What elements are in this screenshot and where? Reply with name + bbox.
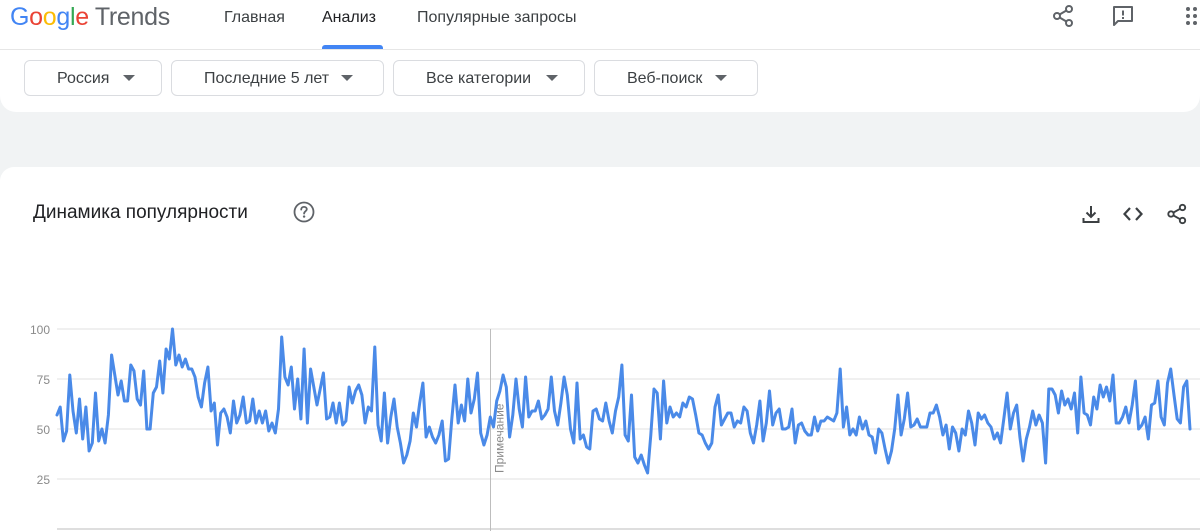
tab-home[interactable]: Главная bbox=[224, 9, 285, 26]
apps-icon[interactable] bbox=[1182, 4, 1200, 28]
category-dropdown[interactable]: Все категории bbox=[393, 60, 585, 96]
period-label: Последние 5 лет bbox=[204, 70, 330, 87]
feedback-icon[interactable] bbox=[1111, 4, 1135, 28]
tab-explore[interactable]: Анализ bbox=[322, 9, 377, 26]
interest-over-time-card: Динамика популярности 25 50 75 100 Примечани… bbox=[0, 167, 1200, 531]
y-tick-label: 25 bbox=[37, 473, 51, 487]
share-icon[interactable] bbox=[1166, 203, 1188, 225]
period-dropdown[interactable]: Последние 5 лет bbox=[171, 60, 384, 96]
popularity-line-chart: 25 50 75 100 Примечание bbox=[30, 323, 1200, 531]
chevron-down-icon bbox=[341, 75, 353, 81]
google-trends-logo[interactable]: Google Trends bbox=[10, 3, 170, 31]
embed-icon[interactable] bbox=[1122, 203, 1144, 225]
region-dropdown[interactable]: Россия bbox=[24, 60, 162, 96]
y-tick-label: 50 bbox=[37, 423, 51, 437]
share-icon[interactable] bbox=[1051, 4, 1075, 28]
download-icon[interactable] bbox=[1080, 203, 1102, 225]
chevron-down-icon bbox=[546, 75, 558, 81]
chevron-down-icon bbox=[123, 75, 135, 81]
help-icon[interactable] bbox=[293, 201, 315, 223]
annotation-label: Примечание bbox=[493, 403, 507, 473]
category-label: Все категории bbox=[426, 70, 532, 87]
active-tab-indicator bbox=[322, 45, 383, 49]
y-tick-label: 75 bbox=[37, 373, 51, 387]
y-tick-label: 100 bbox=[30, 323, 50, 337]
search-type-label: Веб-поиск bbox=[627, 70, 703, 87]
chevron-down-icon bbox=[715, 75, 727, 81]
filter-bar: Россия Последние 5 лет Все категории Веб… bbox=[0, 50, 1200, 112]
top-bar: Google Trends Главная Анализ Популярные з… bbox=[0, 0, 1200, 50]
popularity-series-line bbox=[55, 327, 1192, 475]
search-type-dropdown[interactable]: Веб-поиск bbox=[594, 60, 758, 96]
region-label: Россия bbox=[57, 70, 110, 87]
card-title: Динамика популярности bbox=[33, 202, 248, 223]
tab-trending-searches[interactable]: Популярные запросы bbox=[417, 9, 577, 26]
